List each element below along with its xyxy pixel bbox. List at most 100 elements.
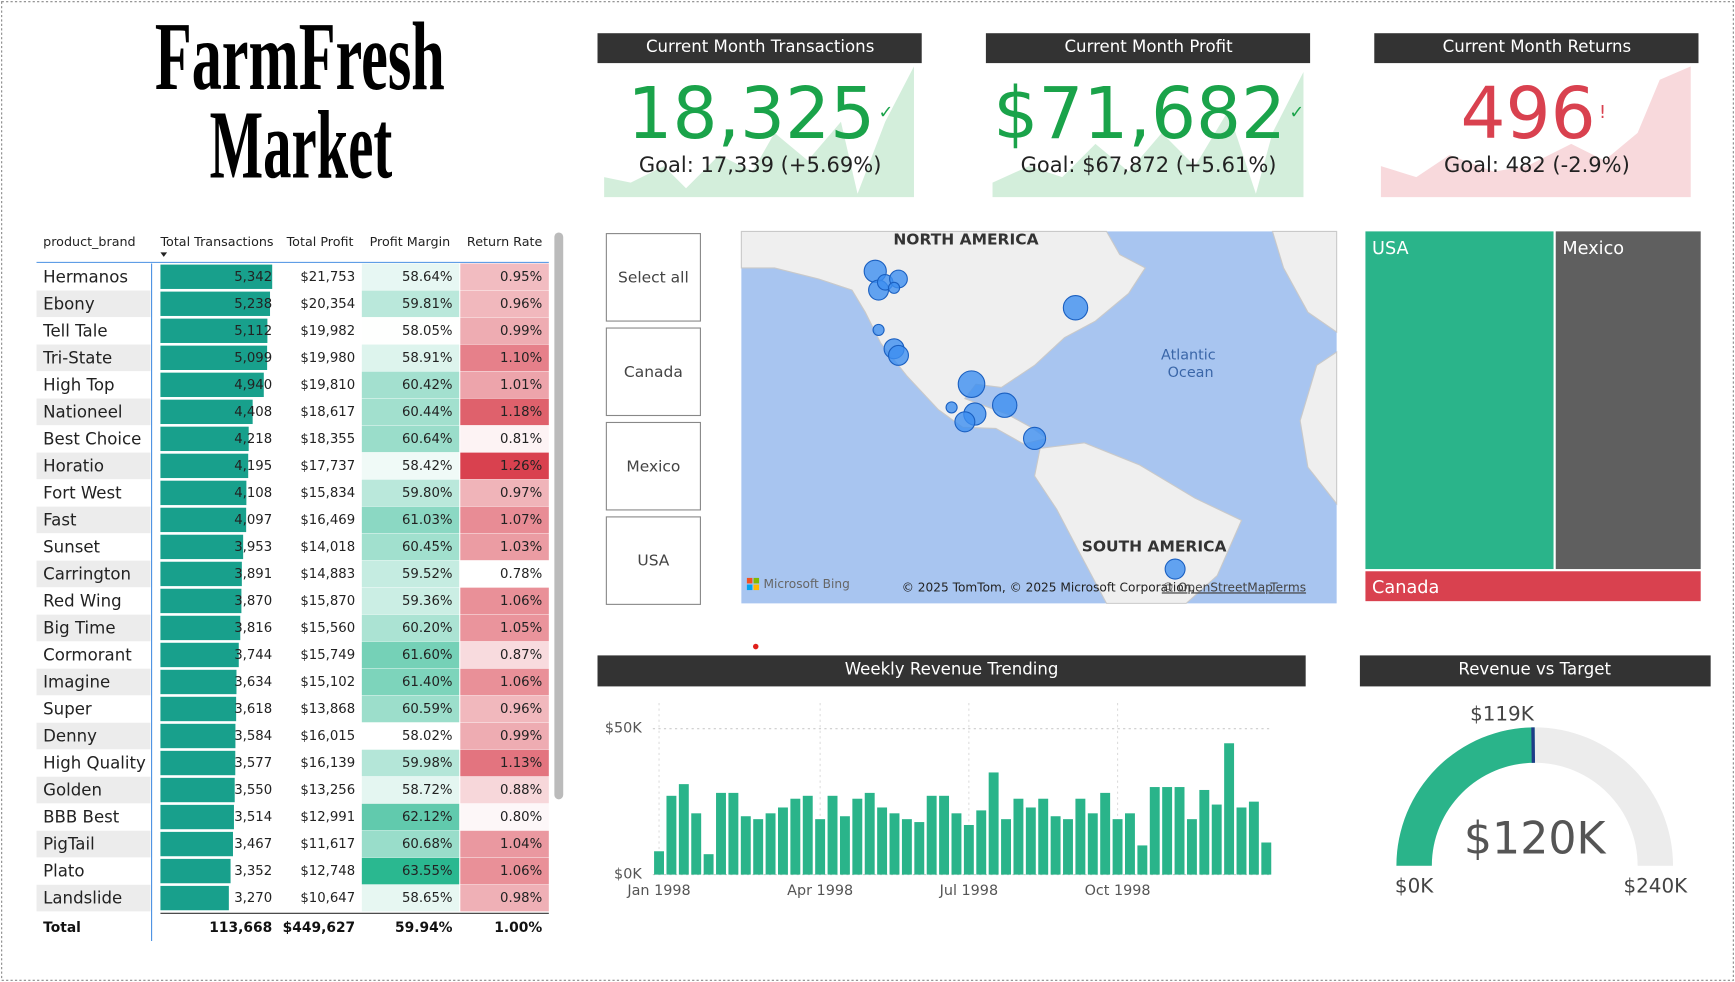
column-header[interactable]: Total Transactions [159, 234, 273, 249]
bar [901, 819, 912, 875]
treemap-tile[interactable] [1365, 571, 1701, 602]
data-bar [160, 534, 244, 560]
data-bar [160, 831, 233, 857]
table-cell: $19,982 [300, 324, 355, 339]
table-cell: 60.64% [402, 432, 453, 447]
slicer-button[interactable] [605, 233, 701, 322]
table-cell: 1.18% [500, 405, 542, 420]
table-cell: 1.10% [500, 351, 542, 366]
data-bar [160, 426, 249, 452]
margin-cell [361, 263, 460, 291]
table-cell: 59.52% [402, 567, 453, 582]
table-cell: 60.45% [402, 540, 453, 555]
treemap-tile[interactable] [1555, 231, 1701, 570]
map-label: Ocean [1168, 365, 1214, 381]
brand-cell: Plato [43, 862, 84, 881]
table-cell: 60.20% [402, 621, 453, 636]
table-cell: 1.06% [500, 864, 542, 879]
x-tick-label: Jan 1998 [626, 883, 690, 899]
map-link[interactable]: Terms [1269, 580, 1306, 594]
bar [740, 816, 751, 875]
bar [790, 798, 801, 875]
table-cell: $12,748 [300, 864, 355, 879]
column-header[interactable]: product_brand [43, 234, 135, 249]
column-header[interactable]: Profit Margin [370, 234, 451, 249]
table-cell: 3,352 [234, 864, 272, 879]
bar [691, 813, 702, 875]
bing-logo [746, 577, 753, 584]
margin-cell [361, 641, 460, 669]
bar [802, 795, 813, 875]
scrollbar[interactable] [554, 232, 564, 800]
margin-cell [361, 560, 460, 588]
slicer-label[interactable]: Mexico [626, 457, 680, 475]
margin-cell [361, 722, 460, 750]
map-land [1271, 230, 1338, 334]
map-bubble [945, 401, 958, 414]
table-cell: 58.02% [402, 729, 453, 744]
row-shade [36, 776, 151, 804]
treemap-tile[interactable] [1365, 231, 1554, 570]
table-cell: 63.55% [402, 864, 453, 879]
table-cell: 0.98% [500, 891, 542, 906]
brand-cell: Ebony [43, 294, 95, 313]
slicer-label[interactable]: USA [637, 552, 669, 570]
return-cell [460, 668, 549, 696]
bar [1050, 816, 1061, 875]
slicer-button[interactable] [605, 516, 701, 605]
brand-cell: High Quality [43, 754, 146, 773]
table-cell: 1.06% [500, 675, 542, 690]
bar [1149, 787, 1160, 875]
x-tick-label: Apr 1998 [787, 883, 853, 899]
slicer-button[interactable] [605, 327, 701, 417]
column-header[interactable]: Total Profit [286, 234, 354, 249]
table-cell: 59.98% [402, 756, 453, 771]
table-cell: 4,097 [234, 513, 272, 528]
bar [1001, 819, 1011, 875]
table-cell: 3,577 [234, 756, 272, 771]
table-cell: 0.99% [500, 324, 542, 339]
brand-cell: BBB Best [43, 808, 120, 827]
table-cell: 1.06% [500, 594, 542, 609]
table-cell: $15,102 [300, 675, 355, 690]
chart-header [597, 655, 1306, 687]
slicer-button[interactable] [605, 421, 701, 511]
table-cell: $13,868 [300, 702, 355, 717]
table-cell: $15,560 [300, 621, 355, 636]
table-cell: $16,015 [300, 729, 355, 744]
bar [1261, 842, 1272, 875]
return-cell [460, 425, 549, 453]
map-link[interactable]: © OpenStreetMap [1162, 580, 1273, 594]
brand-cell: Tri-State [42, 348, 112, 367]
margin-cell [361, 884, 460, 912]
return-cell [460, 506, 549, 534]
table-cell: 4,108 [234, 486, 272, 501]
treemap-label: Canada [1372, 578, 1439, 598]
map-label: NORTH AMERICA [893, 231, 1038, 249]
data-bar [160, 399, 253, 425]
slicer-label[interactable]: Select all [618, 268, 689, 286]
bar [1137, 845, 1148, 875]
table-cell: 58.72% [402, 783, 453, 798]
table-cell: 0.95% [500, 270, 542, 285]
brand-cell: Imagine [43, 673, 110, 692]
map-bubble [887, 281, 901, 294]
table-cell: 3,270 [234, 891, 272, 906]
bar [988, 772, 999, 875]
table-cell: 0.88% [500, 783, 542, 798]
kpi-header [597, 33, 922, 64]
total-cell: Total [43, 920, 81, 936]
bing-logo [753, 577, 760, 584]
bar [827, 795, 838, 875]
table-cell: 59.81% [402, 297, 453, 312]
slicer-label[interactable]: Canada [624, 363, 683, 381]
row-shade [36, 722, 151, 750]
return-cell [460, 560, 549, 588]
column-header[interactable]: Return Rate [467, 234, 543, 249]
table-cell: $18,355 [300, 432, 355, 447]
kpi-header [985, 33, 1311, 64]
return-cell [460, 803, 549, 831]
brand-cell: Big Time [43, 619, 115, 638]
